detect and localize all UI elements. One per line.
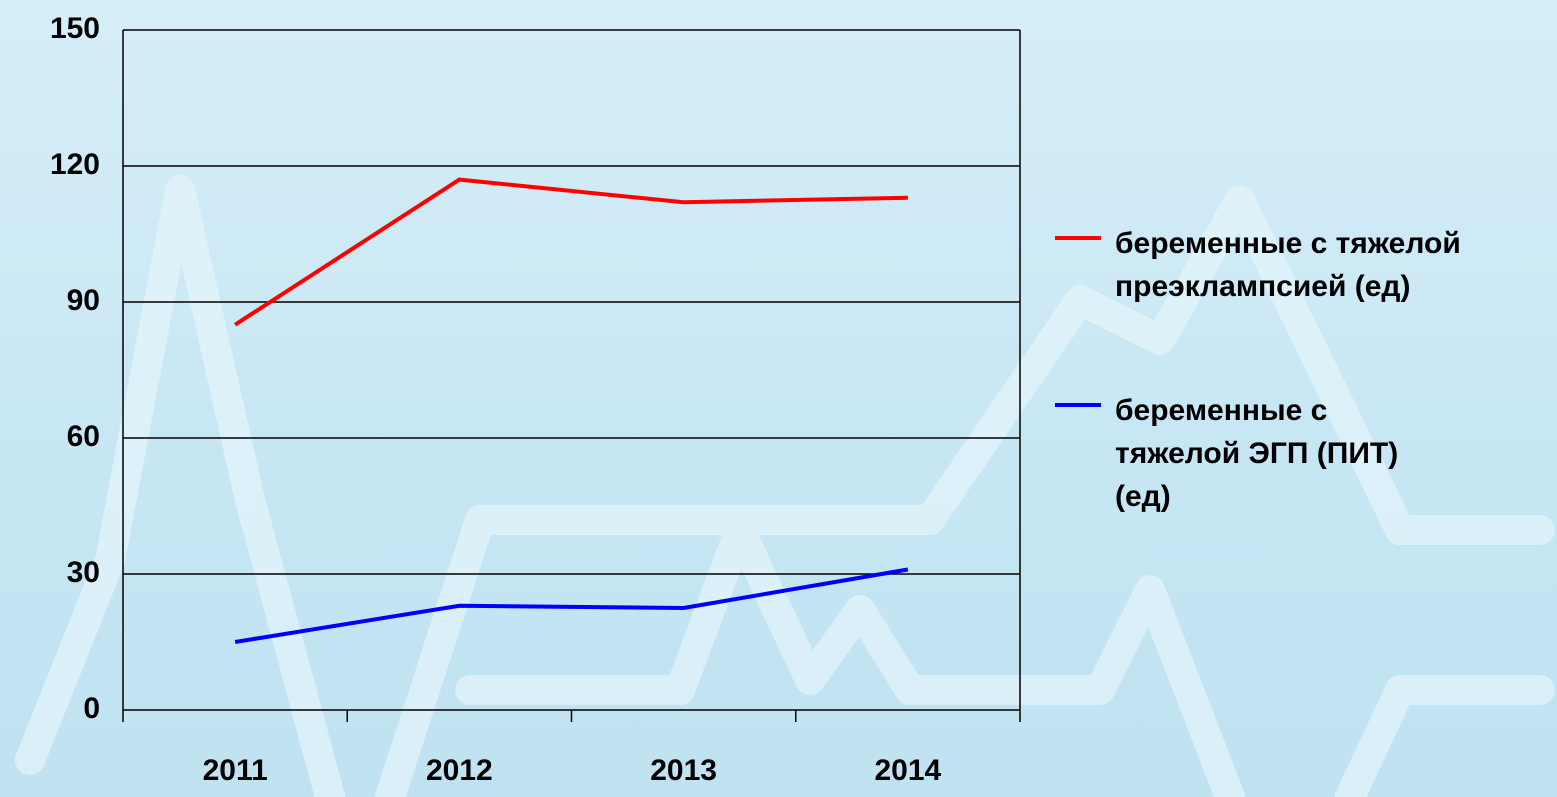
y-tick-label: 30 xyxy=(67,556,100,589)
y-tick-label: 0 xyxy=(83,692,100,725)
legend-label: беременные с тяжелой ЭГП (ПИТ) (ед) xyxy=(1115,394,1399,513)
legend-label: беременные с тяжелой преэклампсией (ед) xyxy=(1115,227,1461,303)
background-decoration xyxy=(15,175,1555,797)
x-tick-label: 2011 xyxy=(203,754,268,787)
y-tick-label: 60 xyxy=(67,420,100,453)
y-tick-label: 90 xyxy=(67,284,100,317)
series-line xyxy=(234,177,908,327)
series-line xyxy=(234,567,909,644)
x-tick-label: 2013 xyxy=(650,754,717,787)
y-tick-label: 120 xyxy=(50,148,100,181)
legend-swatch xyxy=(1055,236,1101,240)
x-tick-label: 2014 xyxy=(875,754,942,787)
x-tick-label: 2012 xyxy=(426,754,493,787)
legend-swatch xyxy=(1055,403,1101,407)
y-tick-label: 150 xyxy=(50,12,100,45)
